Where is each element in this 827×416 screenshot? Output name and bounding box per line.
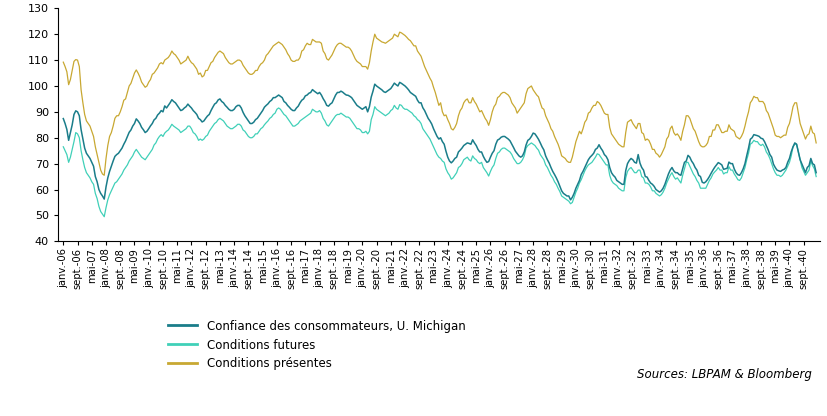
- Text: Sources: LBPAM & Bloomberg: Sources: LBPAM & Bloomberg: [637, 368, 811, 381]
- Legend: Confiance des consommateurs, U. Michigan, Conditions futures, Conditions présent: Confiance des consommateurs, U. Michigan…: [163, 315, 470, 375]
